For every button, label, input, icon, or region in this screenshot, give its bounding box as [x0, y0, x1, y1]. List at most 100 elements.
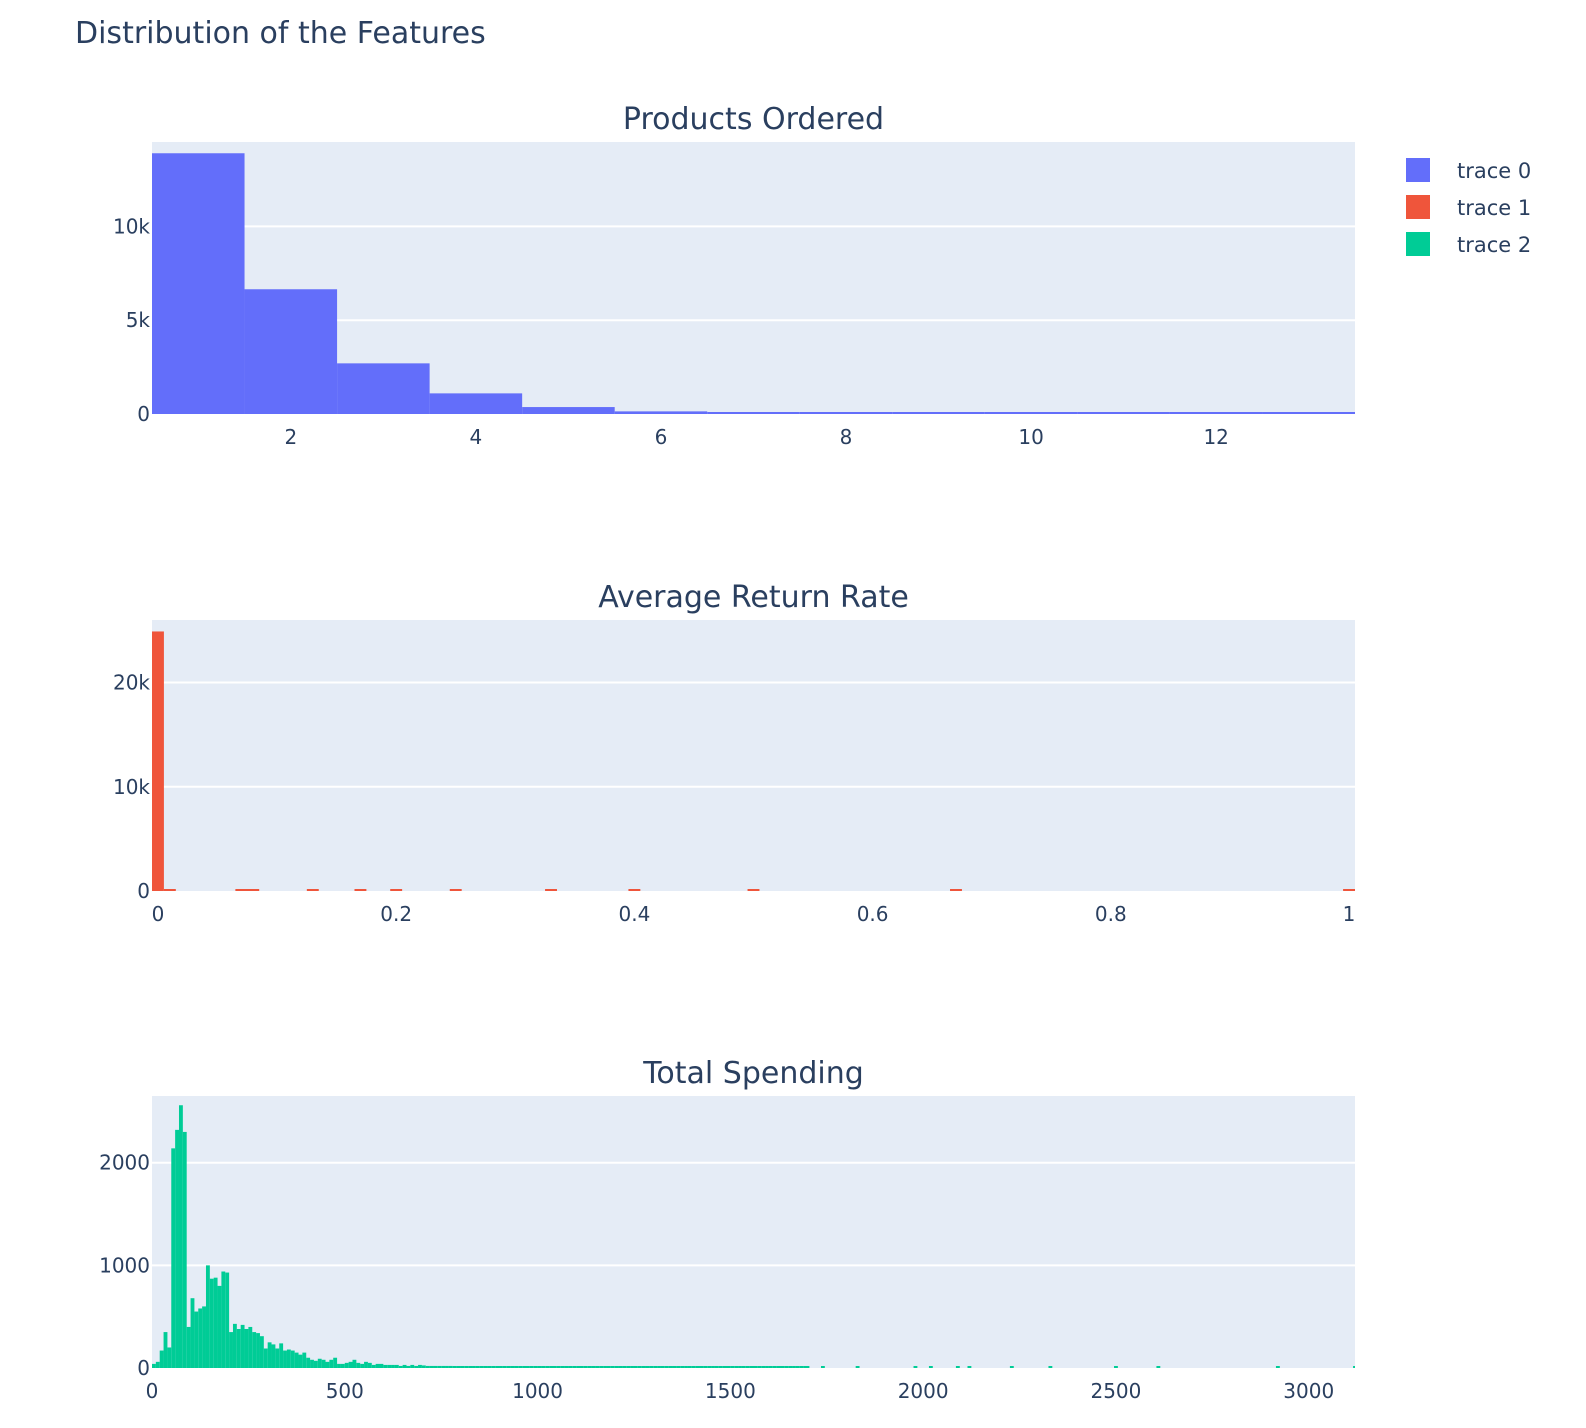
figure-title: Distribution of the Features — [75, 16, 486, 51]
histogram-bar — [468, 1366, 473, 1368]
plot-area — [152, 620, 1355, 891]
histogram-bar — [749, 1366, 754, 1368]
histogram-bar — [321, 1359, 326, 1368]
bars — [152, 1105, 1355, 1368]
legend-label[interactable]: trace 0 — [1457, 159, 1531, 183]
histogram-bar — [950, 889, 962, 891]
histogram-bar — [913, 1366, 918, 1368]
x-tick-label: 2 — [284, 425, 297, 449]
histogram-bar — [657, 1366, 661, 1368]
histogram-bar — [360, 1363, 365, 1368]
histogram-bar — [279, 1343, 284, 1368]
y-tick-label: 10k — [113, 775, 150, 799]
histogram-bar — [687, 1366, 692, 1368]
histogram-bar — [205, 1265, 210, 1368]
histogram-bar — [190, 1298, 195, 1368]
histogram-bar — [310, 1359, 314, 1368]
histogram-bar — [768, 1366, 773, 1368]
histogram-bar — [275, 1348, 280, 1368]
x-tick-label: 10 — [1018, 425, 1043, 449]
histogram-bar — [668, 1366, 673, 1368]
histogram-bar — [155, 1361, 160, 1368]
histogram-bar — [352, 1359, 357, 1368]
histogram-bar — [344, 1362, 349, 1368]
x-tick-label: 0.4 — [618, 902, 650, 926]
histogram-bar — [244, 1328, 249, 1368]
histogram-bar — [495, 1366, 500, 1368]
x-tick-label: 2000 — [898, 1379, 949, 1403]
legend-swatch[interactable] — [1406, 195, 1430, 219]
x-tick-label: 500 — [326, 1379, 364, 1403]
histogram-bar — [337, 363, 430, 414]
histogram-bar — [213, 1277, 218, 1368]
y-tick-label: 5k — [126, 308, 151, 332]
histogram-bar — [283, 1350, 287, 1368]
histogram-bar — [633, 1366, 638, 1368]
histogram-bar — [229, 1332, 233, 1368]
histogram-bar — [506, 1366, 511, 1368]
histogram-bar — [379, 1363, 384, 1368]
x-tick-label: 1000 — [512, 1379, 563, 1403]
histogram-bar — [780, 1366, 785, 1368]
histogram-bar — [553, 1366, 557, 1368]
histogram-bar — [684, 1366, 688, 1368]
histogram-bar — [232, 1323, 237, 1368]
x-tick-label: 12 — [1203, 425, 1228, 449]
histogram-bar — [1343, 889, 1355, 891]
histogram-bar — [757, 1366, 762, 1368]
histogram-bar — [522, 407, 615, 414]
histogram-bar — [337, 1363, 341, 1368]
histogram-bar — [235, 889, 260, 891]
histogram-bar — [441, 1365, 446, 1368]
histogram-bar — [294, 1352, 299, 1368]
grid-lines — [152, 1161, 1355, 1267]
plot-area — [152, 1096, 1355, 1368]
x-axis-ticks: 0 0.2 0.4 0.6 0.8 1 — [152, 902, 1356, 926]
histogram-bar — [1353, 1366, 1355, 1368]
histogram-bar — [928, 1366, 933, 1368]
histogram-bar — [765, 1366, 769, 1368]
histogram-bar — [364, 1361, 368, 1368]
legend-swatch[interactable] — [1406, 232, 1430, 256]
histogram-bar — [714, 1366, 719, 1368]
histogram-bar — [576, 1366, 580, 1368]
histogram-bar — [240, 1324, 245, 1368]
y-tick-label: 0 — [137, 402, 150, 426]
histogram-bar — [429, 1365, 434, 1368]
x-tick-label: 0.6 — [857, 902, 889, 926]
legend-label[interactable]: trace 2 — [1457, 233, 1531, 257]
histogram-bar — [244, 289, 338, 414]
histogram-bar — [741, 1366, 746, 1368]
histogram-bar — [772, 1366, 777, 1368]
histogram-bar — [298, 1354, 303, 1368]
histogram-bar — [449, 889, 462, 891]
histogram-bar — [967, 1366, 972, 1368]
histogram-bar — [792, 1366, 796, 1368]
histogram-bar — [628, 889, 641, 891]
histogram-bar — [680, 1366, 685, 1368]
legend-swatch[interactable] — [1406, 158, 1430, 182]
histogram-bar — [726, 1366, 731, 1368]
histogram-bar — [583, 1366, 588, 1368]
histogram-bar — [225, 1272, 230, 1368]
histogram-bar — [479, 1366, 484, 1368]
histogram-bar — [614, 1366, 619, 1368]
histogram-bar — [398, 1365, 403, 1368]
x-tick-label: 4 — [470, 425, 483, 449]
histogram-bar — [464, 1366, 469, 1368]
y-tick-label: 10k — [113, 214, 150, 238]
y-axis-ticks: 0 5k 10k — [113, 214, 150, 426]
histogram-bar — [163, 1332, 168, 1368]
histogram-bar — [761, 1366, 766, 1368]
histogram-bar — [691, 1366, 696, 1368]
histogram-bar — [313, 1360, 318, 1368]
histogram-bar — [1262, 412, 1355, 414]
histogram-bar — [603, 1366, 607, 1368]
legend-label[interactable]: trace 1 — [1457, 196, 1531, 220]
histogram-bar — [421, 1365, 426, 1368]
histogram-bar — [805, 1366, 810, 1368]
histogram-bar — [383, 1364, 388, 1368]
histogram-bar — [820, 1366, 825, 1368]
histogram-bar — [1009, 1366, 1014, 1368]
